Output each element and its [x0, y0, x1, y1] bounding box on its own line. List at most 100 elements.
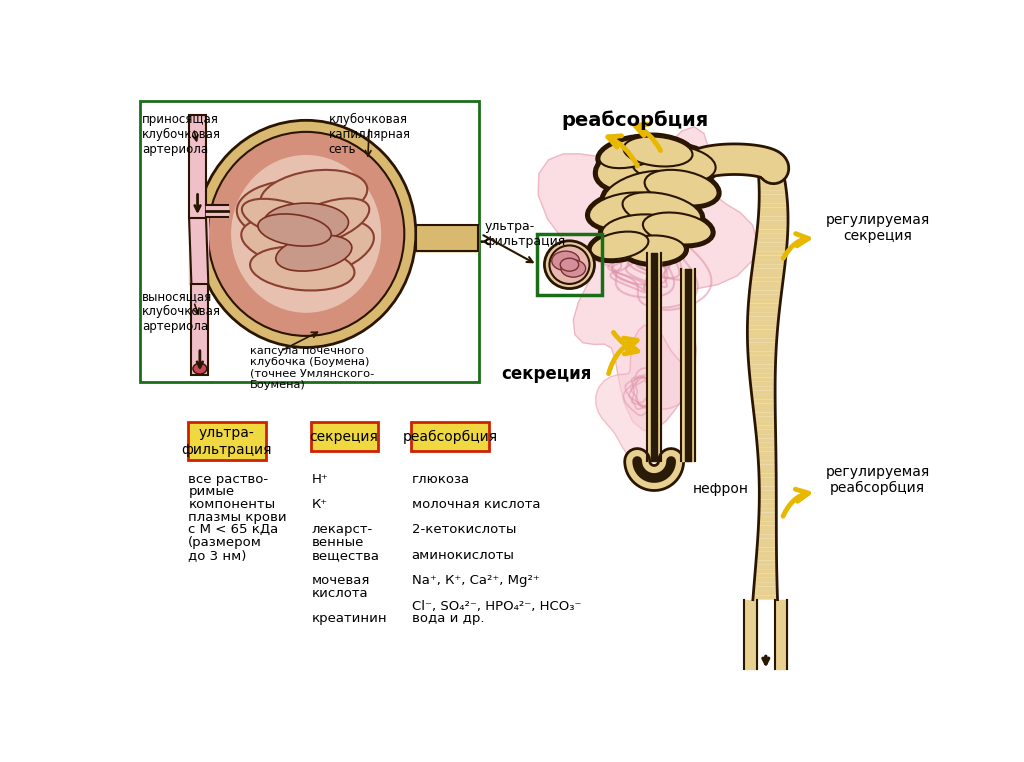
- Text: реабсорбция: реабсорбция: [402, 430, 498, 444]
- Text: вещества: вещества: [311, 549, 380, 562]
- Polygon shape: [757, 438, 776, 443]
- Polygon shape: [754, 582, 777, 587]
- Polygon shape: [754, 251, 786, 255]
- Polygon shape: [758, 530, 776, 534]
- Ellipse shape: [193, 363, 207, 374]
- Polygon shape: [755, 242, 787, 247]
- Polygon shape: [759, 199, 787, 203]
- Polygon shape: [750, 377, 775, 382]
- Text: мочевая: мочевая: [311, 575, 370, 588]
- Polygon shape: [759, 460, 776, 465]
- Ellipse shape: [589, 193, 666, 229]
- Polygon shape: [758, 534, 776, 539]
- Ellipse shape: [600, 212, 678, 248]
- Text: все раство-: все раство-: [188, 472, 268, 485]
- Polygon shape: [749, 364, 775, 369]
- Polygon shape: [756, 425, 775, 430]
- Polygon shape: [750, 282, 783, 286]
- Polygon shape: [756, 434, 776, 438]
- Polygon shape: [751, 277, 783, 282]
- Ellipse shape: [242, 199, 325, 239]
- Polygon shape: [754, 408, 775, 412]
- Text: кислота: кислота: [311, 587, 369, 600]
- Text: секреция: секреция: [309, 431, 378, 444]
- Ellipse shape: [261, 219, 374, 280]
- Polygon shape: [748, 351, 776, 356]
- Text: вода и др.: вода и др.: [412, 613, 484, 626]
- Polygon shape: [748, 316, 778, 321]
- Ellipse shape: [208, 132, 404, 336]
- Polygon shape: [754, 412, 775, 417]
- Ellipse shape: [624, 136, 692, 166]
- Polygon shape: [759, 504, 776, 508]
- Polygon shape: [759, 203, 787, 207]
- Text: (размером: (размером: [188, 536, 262, 549]
- Text: глюкоза: глюкоза: [412, 472, 470, 485]
- Polygon shape: [759, 173, 784, 177]
- Polygon shape: [755, 569, 777, 574]
- Polygon shape: [757, 543, 776, 547]
- Ellipse shape: [641, 210, 714, 247]
- Ellipse shape: [642, 168, 720, 208]
- Ellipse shape: [231, 155, 381, 313]
- Polygon shape: [759, 190, 786, 194]
- Text: К⁺: К⁺: [311, 498, 328, 511]
- Polygon shape: [753, 264, 785, 269]
- Polygon shape: [755, 578, 777, 582]
- Text: креатинин: креатинин: [311, 613, 387, 626]
- Bar: [191, 284, 208, 375]
- Text: Н⁺: Н⁺: [311, 472, 329, 485]
- Polygon shape: [749, 299, 780, 303]
- Ellipse shape: [242, 217, 340, 266]
- Polygon shape: [759, 473, 776, 478]
- Text: плазмы крови: плазмы крови: [188, 511, 287, 523]
- Polygon shape: [756, 430, 775, 434]
- Polygon shape: [758, 526, 776, 530]
- Text: нефрон: нефрон: [692, 482, 749, 496]
- Text: ультра-
фильтрация: ультра- фильтрация: [181, 426, 272, 457]
- Polygon shape: [749, 356, 776, 360]
- Polygon shape: [748, 325, 778, 330]
- Ellipse shape: [603, 171, 682, 212]
- Polygon shape: [759, 499, 776, 504]
- Polygon shape: [759, 465, 776, 469]
- Ellipse shape: [264, 203, 348, 242]
- Polygon shape: [748, 343, 776, 347]
- Ellipse shape: [275, 235, 352, 271]
- Polygon shape: [758, 447, 776, 452]
- Polygon shape: [596, 325, 690, 459]
- Text: с М < 65 кДа: с М < 65 кДа: [188, 523, 279, 536]
- Polygon shape: [759, 194, 787, 199]
- Ellipse shape: [550, 245, 590, 284]
- Polygon shape: [757, 552, 776, 556]
- Polygon shape: [759, 486, 776, 491]
- Ellipse shape: [631, 145, 716, 184]
- Polygon shape: [759, 482, 776, 486]
- Polygon shape: [759, 478, 776, 482]
- Polygon shape: [752, 391, 775, 395]
- Polygon shape: [759, 177, 785, 181]
- Polygon shape: [759, 495, 776, 499]
- Polygon shape: [754, 591, 777, 595]
- FancyBboxPatch shape: [310, 422, 378, 451]
- Text: регулируемая
секреция: регулируемая секреция: [825, 213, 930, 243]
- Polygon shape: [757, 225, 787, 229]
- Ellipse shape: [629, 142, 718, 187]
- Polygon shape: [757, 443, 776, 447]
- Polygon shape: [757, 229, 787, 234]
- Ellipse shape: [250, 247, 354, 290]
- Ellipse shape: [552, 251, 580, 271]
- Text: выносящая
клубочковая
артериола: выносящая клубочковая артериола: [142, 290, 221, 333]
- Polygon shape: [759, 521, 776, 526]
- Text: ультра-
фильтрация: ультра- фильтрация: [484, 220, 566, 248]
- Ellipse shape: [621, 190, 703, 232]
- Polygon shape: [758, 216, 788, 221]
- Polygon shape: [759, 508, 776, 513]
- Text: компоненты: компоненты: [188, 498, 275, 511]
- Polygon shape: [750, 290, 781, 295]
- Ellipse shape: [644, 170, 718, 206]
- Polygon shape: [539, 126, 758, 431]
- Polygon shape: [756, 556, 776, 560]
- Text: Na⁺, К⁺, Ca²⁺, Mg²⁺: Na⁺, К⁺, Ca²⁺, Mg²⁺: [412, 575, 540, 588]
- Text: 2-кетокислоты: 2-кетокислоты: [412, 523, 516, 536]
